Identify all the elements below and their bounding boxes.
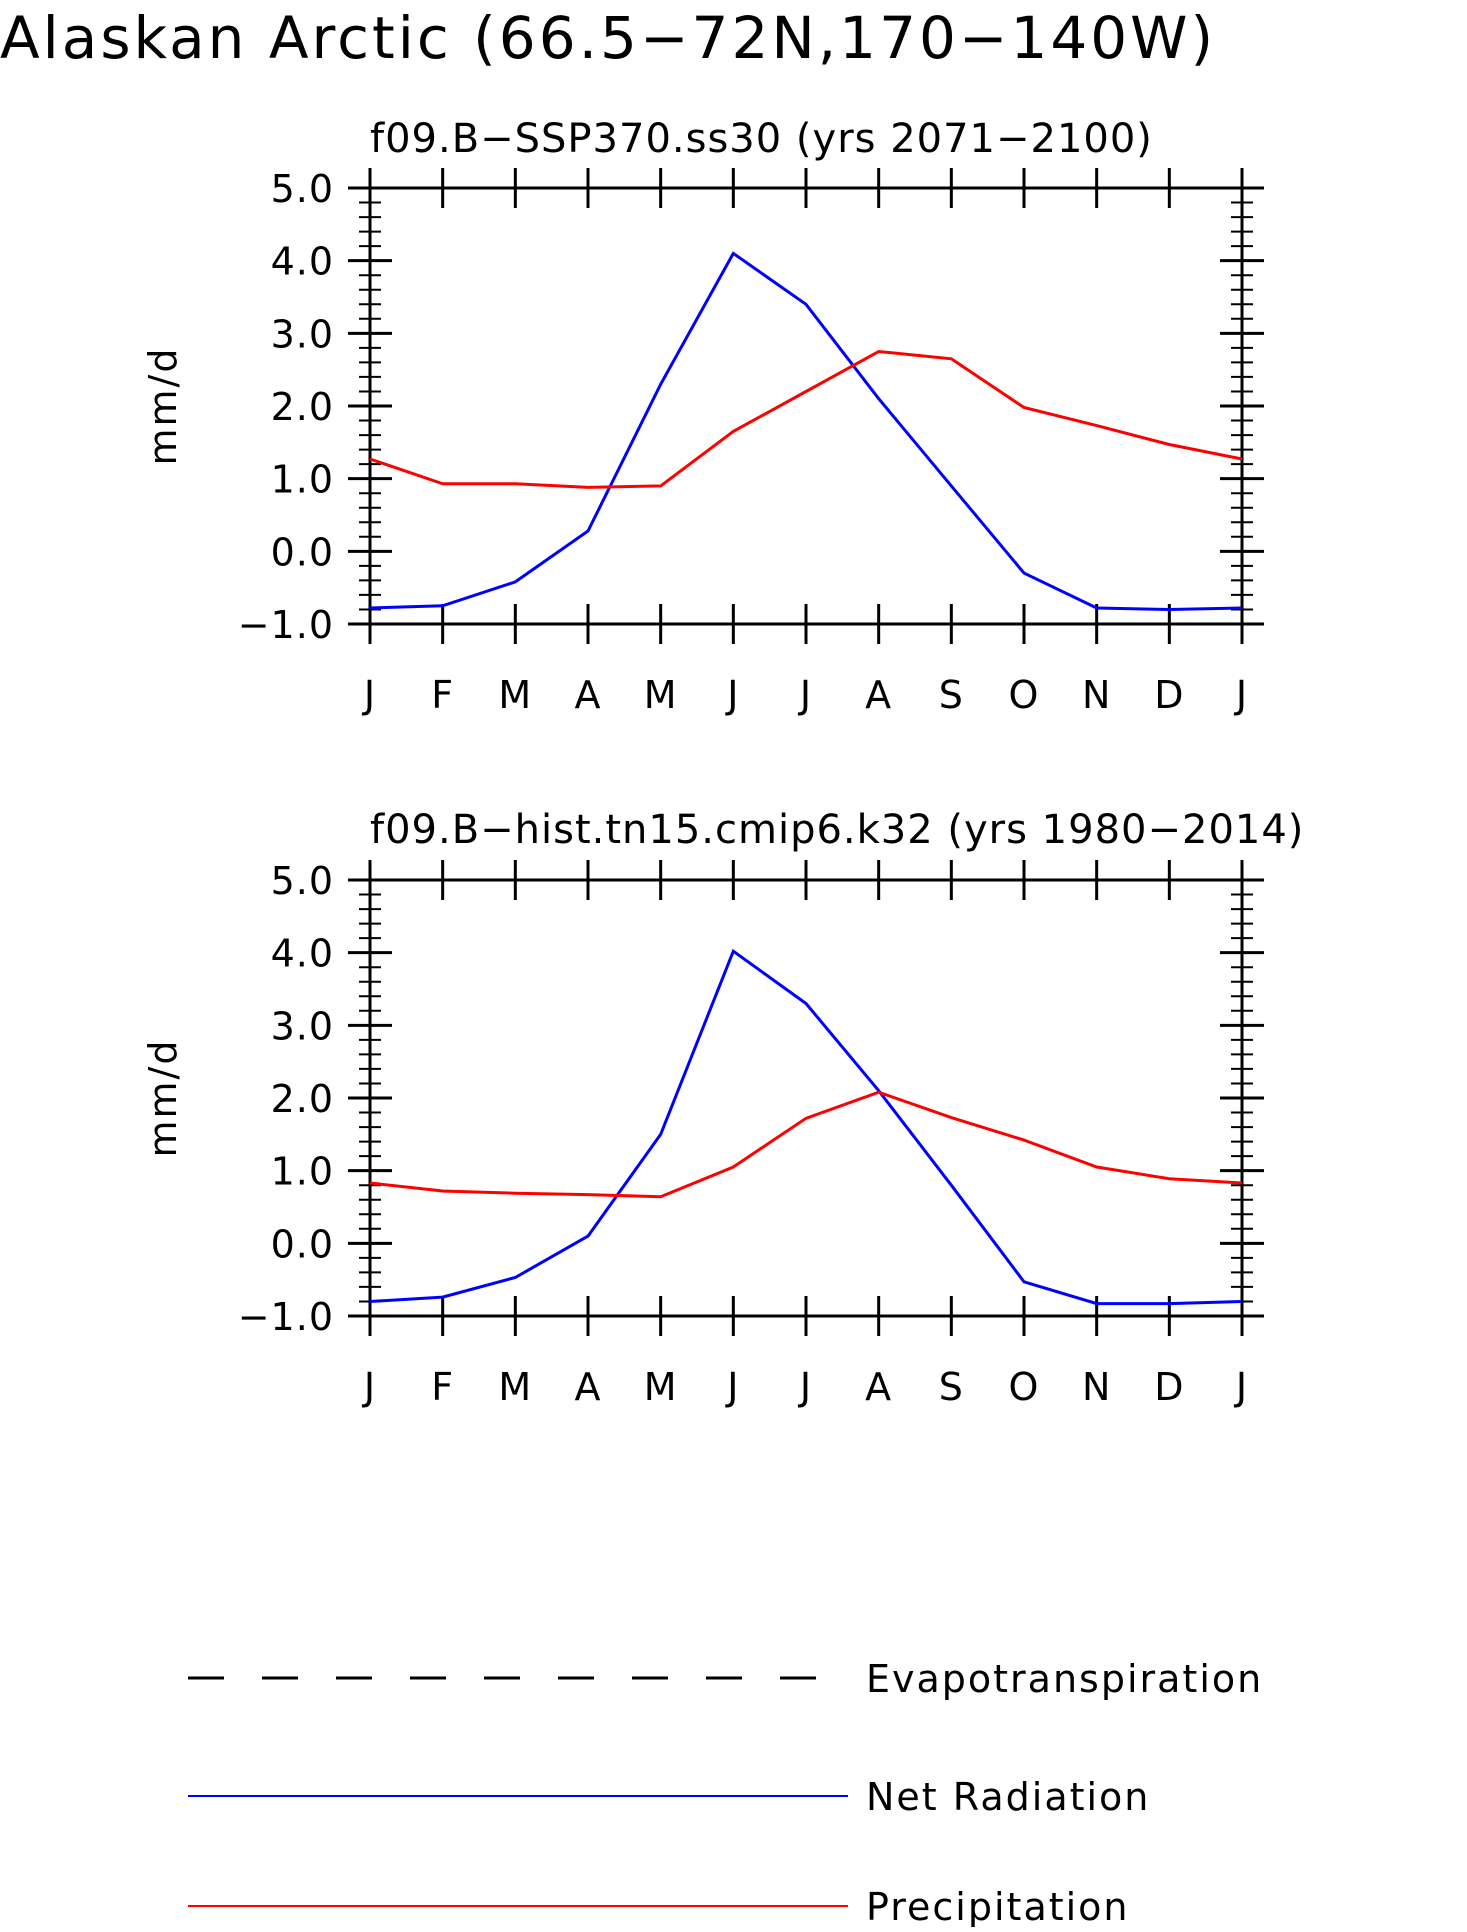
x-tick-label: M	[644, 1365, 678, 1409]
y-tick-label: 1.0	[271, 458, 334, 502]
plot-frame	[368, 186, 1244, 626]
x-tick-label: O	[1009, 1365, 1040, 1409]
y-tick-label: 4.0	[271, 240, 334, 284]
series-line-precipitation	[369, 349, 1243, 489]
y-tick-label: 3.0	[271, 312, 334, 356]
legend-label: Precipitation	[866, 1885, 1130, 1927]
panel-title: f09.B−hist.tn15.cmip6.k32 (yrs 1980−2014…	[370, 807, 1304, 853]
figure-title: Alaskan Arctic (66.5−72N,170−140W)	[0, 4, 1216, 72]
y-ticks	[348, 186, 1264, 626]
x-tick-label: A	[865, 1365, 892, 1409]
x-tick-label: J	[362, 673, 376, 717]
x-tick-label: S	[939, 1365, 964, 1409]
y-tick-label: 5.0	[271, 859, 334, 903]
x-tick-label: J	[1234, 1365, 1248, 1409]
x-tick-label: J	[725, 1365, 739, 1409]
y-tick-label: 3.0	[271, 1004, 334, 1048]
series-line-precipitation	[369, 1090, 1243, 1199]
y-tick-label: 1.0	[271, 1150, 334, 1194]
x-tick-label: J	[1234, 673, 1248, 717]
legend: Evapotranspiration Net Radiation Precipita…	[188, 1657, 1263, 1929]
legend-item: Net Radiation	[188, 1775, 1150, 1819]
panel-title: f09.B−SSP370.ss30 (yrs 2071−2100)	[370, 116, 1153, 162]
series-line-net-radiation	[369, 948, 1243, 1306]
y-tick-label: 4.0	[271, 932, 334, 976]
x-tick-label: J	[798, 1365, 812, 1409]
legend-item: Precipitation	[188, 1885, 1130, 1929]
x-tick-label: J	[362, 1365, 376, 1409]
x-tick-label: M	[498, 673, 532, 717]
x-tick-label: D	[1154, 673, 1184, 717]
x-tick-label: N	[1082, 673, 1111, 717]
x-tick-label: F	[431, 673, 454, 717]
chart-panels: f09.B−SSP370.ss30 (yrs 2071−2100) 5.0 4.0 3…	[141, 116, 1304, 1409]
legend-label: Evapotranspiration	[866, 1657, 1263, 1701]
legend-item: Evapotranspiration	[188, 1657, 1263, 1701]
y-tick-label: 5.0	[271, 167, 334, 211]
legend-label: Net Radiation	[866, 1775, 1150, 1819]
x-tick-label: M	[644, 673, 678, 717]
y-tick-label: 0.0	[271, 530, 334, 574]
y-ticks	[348, 878, 1264, 1318]
x-tick-label: J	[725, 673, 739, 717]
y-tick-label: −1.0	[238, 603, 334, 647]
y-axis-label: mm/d	[141, 1039, 185, 1158]
y-tick-label: 2.0	[271, 1077, 334, 1121]
x-tick-label: M	[498, 1365, 532, 1409]
chart-panel-2: f09.B−hist.tn15.cmip6.k32 (yrs 1980−2014…	[141, 807, 1304, 1409]
x-tick-label: F	[431, 1365, 454, 1409]
x-tick-label: S	[939, 673, 964, 717]
x-tick-label: N	[1082, 1365, 1111, 1409]
y-tick-label: 0.0	[271, 1222, 334, 1266]
x-tick-label: A	[575, 673, 602, 717]
y-axis-label: mm/d	[141, 347, 185, 466]
chart-panel-1: f09.B−SSP370.ss30 (yrs 2071−2100) 5.0 4.0 3…	[141, 116, 1264, 717]
y-tick-label: 2.0	[271, 385, 334, 429]
x-tick-label: D	[1154, 1365, 1184, 1409]
plot-frame	[368, 878, 1244, 1318]
y-tick-label: −1.0	[238, 1295, 334, 1339]
x-tick-label: A	[575, 1365, 602, 1409]
x-tick-label: A	[865, 673, 892, 717]
series-line-net-radiation	[369, 251, 1243, 612]
x-tick-label: J	[798, 673, 812, 717]
x-tick-label: O	[1009, 673, 1040, 717]
